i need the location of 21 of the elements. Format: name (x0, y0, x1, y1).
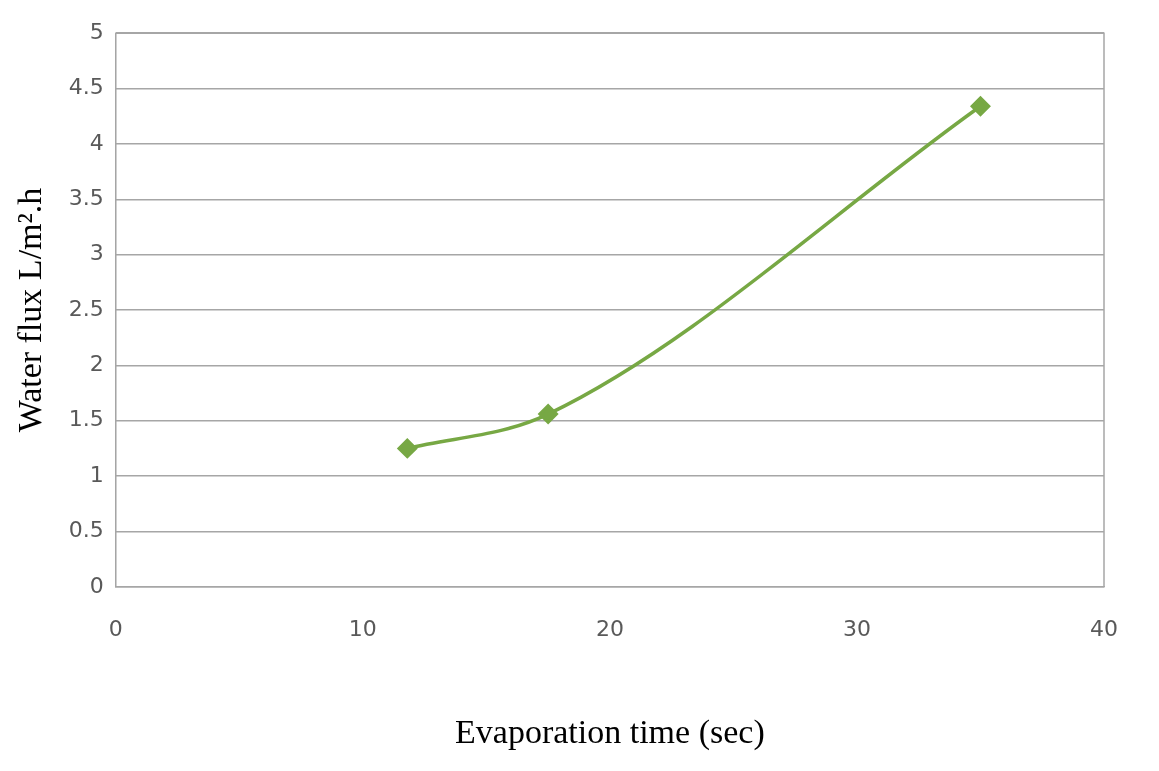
y-tick-label: 4.5 (68, 74, 104, 100)
y-tick-label: 1 (89, 461, 104, 487)
point (397, 438, 418, 459)
y-tick-label: 1.5 (68, 406, 104, 432)
x-tick-label: 20 (595, 615, 624, 641)
y-tick-label: 3.5 (68, 185, 104, 210)
x-tick-label: 40 (1090, 615, 1118, 641)
point (538, 404, 558, 424)
x-tick-label: 10 (348, 615, 377, 641)
y-axis-title: Water flux L/m².h (11, 187, 49, 433)
y-tick-label: 0.5 (68, 517, 104, 543)
y-tick-label: 5 (89, 18, 104, 44)
y-tick-label: 2 (89, 351, 104, 377)
y-tick-label: 4 (89, 129, 104, 155)
x-axis-title: Evaporation time (sec) (455, 712, 765, 751)
x-tick-label: 0 (108, 615, 123, 641)
x-tick-label: 30 (842, 615, 871, 641)
point (970, 96, 991, 117)
y-tick-label: 2.5 (68, 295, 104, 321)
y-tick-label: 0 (89, 572, 104, 598)
y-tick-label: 3 (89, 240, 104, 266)
